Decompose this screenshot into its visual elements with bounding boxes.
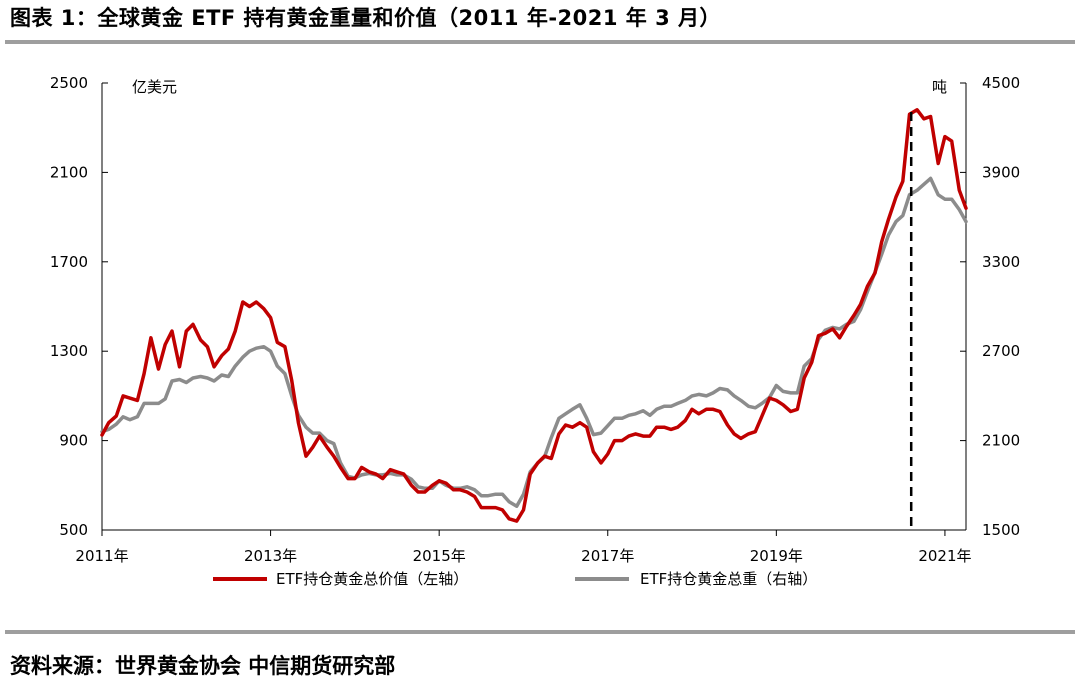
- chart-legend: ETF持仓黄金总价值（左轴） ETF持仓黄金总重（右轴）: [213, 570, 817, 588]
- figure-title: 图表 1：全球黄金 ETF 持有黄金重量和价值（2011 年-2021 年 3 …: [10, 6, 722, 30]
- right-unit-label: 吨: [932, 78, 947, 96]
- left-unit-label: 亿美元: [132, 78, 177, 96]
- top-divider: [5, 40, 1075, 44]
- chart-axes: 500 900 1300 1700 2100 2500 1500 2100 2700 3300 39…: [50, 74, 1020, 565]
- left-tick-label: 500: [59, 521, 88, 539]
- x-tick-label: 2019年: [750, 547, 803, 565]
- x-tick-label: 2011年: [75, 547, 128, 565]
- right-tick-label: 4500: [982, 74, 1020, 92]
- right-tick-label: 1500: [982, 521, 1020, 539]
- left-tick-label: 2100: [50, 163, 88, 181]
- left-tick-label: 1300: [50, 342, 88, 360]
- x-tick-label: 2021年: [918, 547, 971, 565]
- x-tick-label: 2015年: [413, 547, 466, 565]
- right-tick-label: 3300: [982, 253, 1020, 271]
- left-tick-label: 1700: [50, 253, 88, 271]
- etf-gold-chart: 500 900 1300 1700 2100 2500 1500 2100 2700 3300 39…: [50, 74, 1020, 588]
- source-note: 资料来源：世界黄金协会 中信期货研究部: [10, 654, 396, 678]
- chart-series: [100, 108, 968, 530]
- x-tick-label: 2013年: [244, 547, 297, 565]
- right-tick-label: 3900: [982, 163, 1020, 181]
- right-tick-label: 2700: [982, 342, 1020, 360]
- legend-label-2: ETF持仓黄金总重（右轴）: [640, 570, 817, 588]
- value-series-line: [100, 108, 968, 523]
- bottom-divider: [5, 630, 1075, 634]
- x-tick-label: 2017年: [581, 547, 634, 565]
- legend-label-1: ETF持仓黄金总价值（左轴）: [276, 570, 468, 588]
- left-tick-label: 900: [59, 432, 88, 450]
- right-tick-label: 2100: [982, 432, 1020, 450]
- left-tick-label: 2500: [50, 74, 88, 92]
